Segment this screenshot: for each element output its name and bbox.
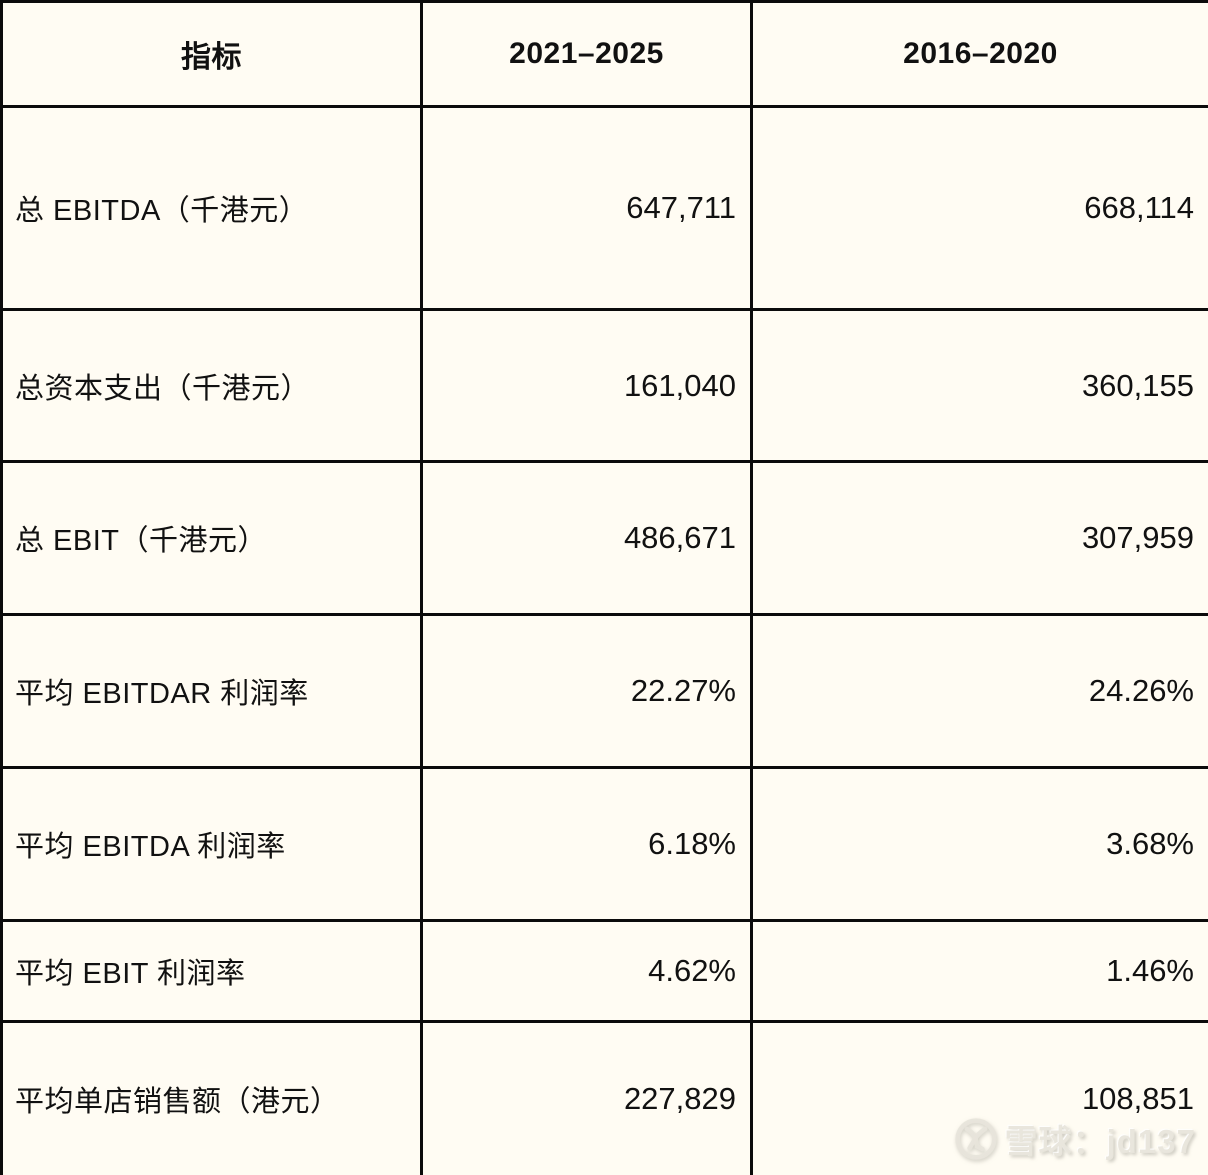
row-label: 平均单店销售额（港元）	[0, 1020, 423, 1175]
row-value-2016-2020: 307,959	[750, 460, 1208, 616]
row-value-2016-2020: 360,155	[750, 308, 1208, 463]
row-value-2021-2025: 227,829	[420, 1020, 753, 1175]
table-row: 平均 EBIT 利润率 4.62% 1.46%	[0, 919, 1208, 1023]
row-label: 平均 EBITDAR 利润率	[0, 613, 423, 769]
row-label: 总资本支出（千港元）	[0, 308, 423, 463]
row-value-2021-2025: 161,040	[420, 308, 753, 463]
table-row: 总 EBITDA（千港元） 647,711 668,114	[0, 105, 1208, 311]
row-value-2016-2020: 668,114	[750, 105, 1208, 311]
row-label: 平均 EBITDA 利润率	[0, 766, 423, 922]
header-period-2016-2020: 2016–2020	[750, 0, 1208, 108]
table-row: 平均单店销售额（港元） 227,829 108,851	[0, 1020, 1208, 1175]
table-row: 总资本支出（千港元） 161,040 360,155	[0, 308, 1208, 463]
table-row: 总 EBIT（千港元） 486,671 307,959	[0, 460, 1208, 616]
header-period-2021-2025: 2021–2025	[420, 0, 753, 108]
row-value-2016-2020: 3.68%	[750, 766, 1208, 922]
row-value-2021-2025: 4.62%	[420, 919, 753, 1023]
row-label: 平均 EBIT 利润率	[0, 919, 423, 1023]
row-value-2016-2020: 108,851	[750, 1020, 1208, 1175]
table-header-row: 指标 2021–2025 2016–2020	[0, 0, 1208, 108]
row-label: 总 EBIT（千港元）	[0, 460, 423, 616]
row-value-2021-2025: 486,671	[420, 460, 753, 616]
row-value-2021-2025: 22.27%	[420, 613, 753, 769]
row-value-2021-2025: 6.18%	[420, 766, 753, 922]
table-row: 平均 EBITDAR 利润率 22.27% 24.26%	[0, 613, 1208, 769]
row-label: 总 EBITDA（千港元）	[0, 105, 423, 311]
row-value-2016-2020: 1.46%	[750, 919, 1208, 1023]
header-indicator: 指标	[0, 0, 423, 108]
table-row: 平均 EBITDA 利润率 6.18% 3.68%	[0, 766, 1208, 922]
row-value-2021-2025: 647,711	[420, 105, 753, 311]
row-value-2016-2020: 24.26%	[750, 613, 1208, 769]
